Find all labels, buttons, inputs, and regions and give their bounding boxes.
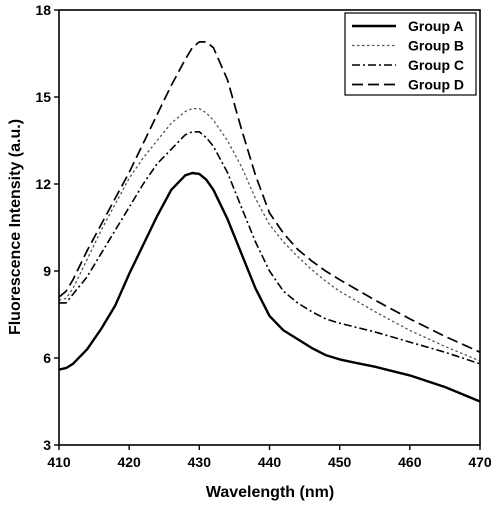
y-tick-label: 15	[35, 89, 51, 105]
series-layer	[58, 41, 481, 403]
y-tick-label: 18	[35, 2, 51, 18]
y-tick-label: 12	[35, 176, 51, 192]
y-tick-label: 9	[43, 263, 51, 279]
series-line-3	[59, 131, 481, 365]
x-tick-label: 430	[188, 454, 212, 470]
legend-label: Group B	[408, 38, 464, 54]
series-line-2	[58, 107, 481, 362]
legend-label: Group C	[408, 57, 464, 73]
legend-label: Group D	[408, 77, 464, 93]
x-tick-label: 450	[328, 454, 352, 470]
legend-label: Group A	[408, 18, 463, 34]
x-tick-label: 420	[117, 454, 141, 470]
y-tick-label: 3	[43, 437, 51, 453]
x-tick-label: 410	[47, 454, 71, 470]
x-tick-label: 460	[398, 454, 422, 470]
x-tick-label: 440	[258, 454, 282, 470]
x-tick-label: 470	[468, 454, 492, 470]
series-line-4	[58, 41, 481, 353]
series-line-1	[58, 171, 481, 403]
y-tick-label: 6	[43, 350, 51, 366]
y-axis-title: Fluorescence Intensity (a.u.)	[7, 119, 24, 335]
x-axis-title: Wavelength (nm)	[206, 484, 334, 501]
legend: Group A Group B Group C Group D	[344, 12, 477, 96]
ticks-layer: 410 420 430 440 450 460 470 3 6 9 12 15 18	[35, 2, 491, 470]
